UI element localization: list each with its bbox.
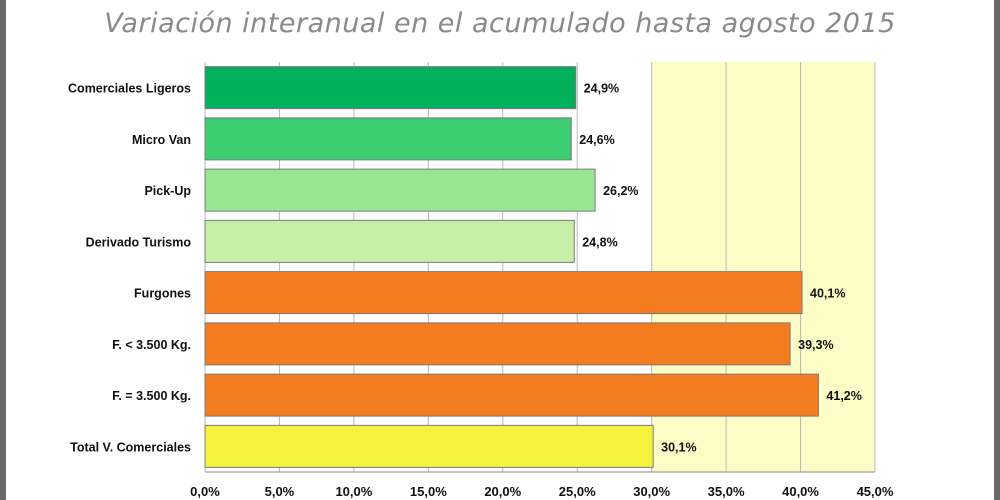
category-label-4: Furgones xyxy=(134,287,191,301)
category-label-7: Total V. Comerciales xyxy=(70,440,191,454)
bar-0 xyxy=(204,66,577,110)
bar-4 xyxy=(204,271,803,315)
bar-1 xyxy=(204,117,572,161)
bar-2 xyxy=(204,168,596,212)
category-label-5: F. < 3.500 Kg. xyxy=(112,338,191,352)
x-tick-label-9: 45,0% xyxy=(857,484,894,499)
x-tick-label-2: 10,0% xyxy=(335,484,372,499)
category-label-3: Derivado Turismo xyxy=(86,235,192,249)
value-label-0: 24,9% xyxy=(584,82,619,96)
x-tick-label-1: 5,0% xyxy=(265,484,295,499)
category-label-0: Comerciales Ligeros xyxy=(68,82,191,96)
bar-5 xyxy=(204,322,791,366)
x-tick-label-3: 15,0% xyxy=(410,484,447,499)
x-tick-label-4: 20,0% xyxy=(484,484,521,499)
category-label-6: F. = 3.500 Kg. xyxy=(112,389,191,403)
value-label-1: 24,6% xyxy=(579,133,614,147)
value-label-7: 30,1% xyxy=(661,440,696,454)
x-tick-label-7: 35,0% xyxy=(708,484,745,499)
value-label-4: 40,1% xyxy=(810,287,845,301)
bar-6 xyxy=(204,373,819,417)
x-tick-label-0: 0,0% xyxy=(190,484,220,499)
value-label-3: 24,8% xyxy=(582,235,617,249)
category-label-1: Micro Van xyxy=(132,133,191,147)
x-tick-label-6: 30,0% xyxy=(633,484,670,499)
value-label-6: 41,2% xyxy=(826,389,861,403)
chart-title: Variación interanual en el acumulado has… xyxy=(104,8,896,39)
category-label-2: Pick-Up xyxy=(144,184,191,198)
value-label-5: 39,3% xyxy=(798,338,833,352)
x-tick-label-8: 40,0% xyxy=(782,484,819,499)
bar-7 xyxy=(204,424,654,468)
bar-3 xyxy=(204,219,575,263)
value-label-2: 26,2% xyxy=(603,184,638,198)
x-tick-label-5: 25,0% xyxy=(559,484,596,499)
